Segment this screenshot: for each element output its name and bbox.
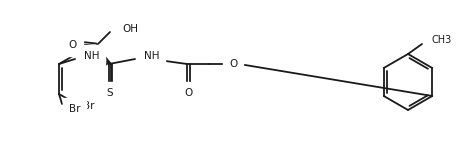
Text: NH: NH: [84, 51, 100, 61]
Text: S: S: [107, 88, 113, 98]
Text: OH: OH: [122, 24, 138, 34]
Text: O: O: [69, 40, 77, 50]
Text: Br: Br: [83, 101, 95, 111]
Text: NH: NH: [144, 51, 160, 61]
Text: CH3: CH3: [431, 35, 451, 45]
Text: O: O: [184, 88, 192, 98]
Text: Br: Br: [69, 104, 80, 114]
Text: O: O: [229, 59, 237, 69]
